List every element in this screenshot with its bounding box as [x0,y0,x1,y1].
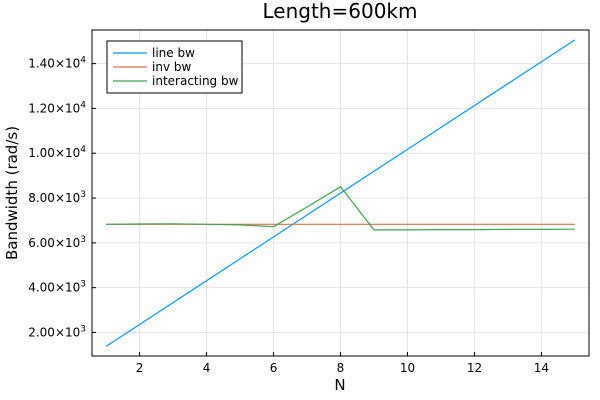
y-tick-label: 1.00×104 [28,145,86,160]
y-tick-label: 4.00×103 [28,280,86,295]
x-axis-label: N [334,376,345,394]
x-tick-label: 2 [136,361,144,375]
series-line-line-bw [105,39,576,347]
grid-layer [92,30,589,356]
chart-title: Length=600km [263,0,418,23]
y-tick-labels: 2.00×103 4.00×103 6.00×103 8.00×103 1.00×104… [28,56,96,339]
x-tick-label: 4 [203,361,211,375]
legend: line bw inv bw interacting bw [106,40,243,94]
y-axis-label: Bandwidth (rad/s) [3,126,21,260]
x-tick-label: 10 [400,361,415,375]
y-tick-label: 1.20×104 [28,100,86,115]
x-tick-label: 8 [337,361,345,375]
series-layer [105,39,576,347]
y-tick-label: 8.00×103 [28,190,86,205]
series-line-interacting-bw [106,186,575,231]
x-tick-label: 6 [270,361,278,375]
legend-label-inv-bw: inv bw [152,60,191,74]
x-tick-label: 12 [467,361,482,375]
legend-label-interacting-bw: interacting bw [152,74,239,88]
x-tick-label: 14 [534,361,549,375]
y-tick-label: 6.00×103 [28,235,86,250]
x-tick-labels: 2 4 6 8 10 12 14 [136,352,549,375]
legend-label-line-bw: line bw [152,46,195,60]
y-tick-label: 2.00×103 [28,324,86,339]
y-tick-label: 1.40×104 [28,56,86,71]
